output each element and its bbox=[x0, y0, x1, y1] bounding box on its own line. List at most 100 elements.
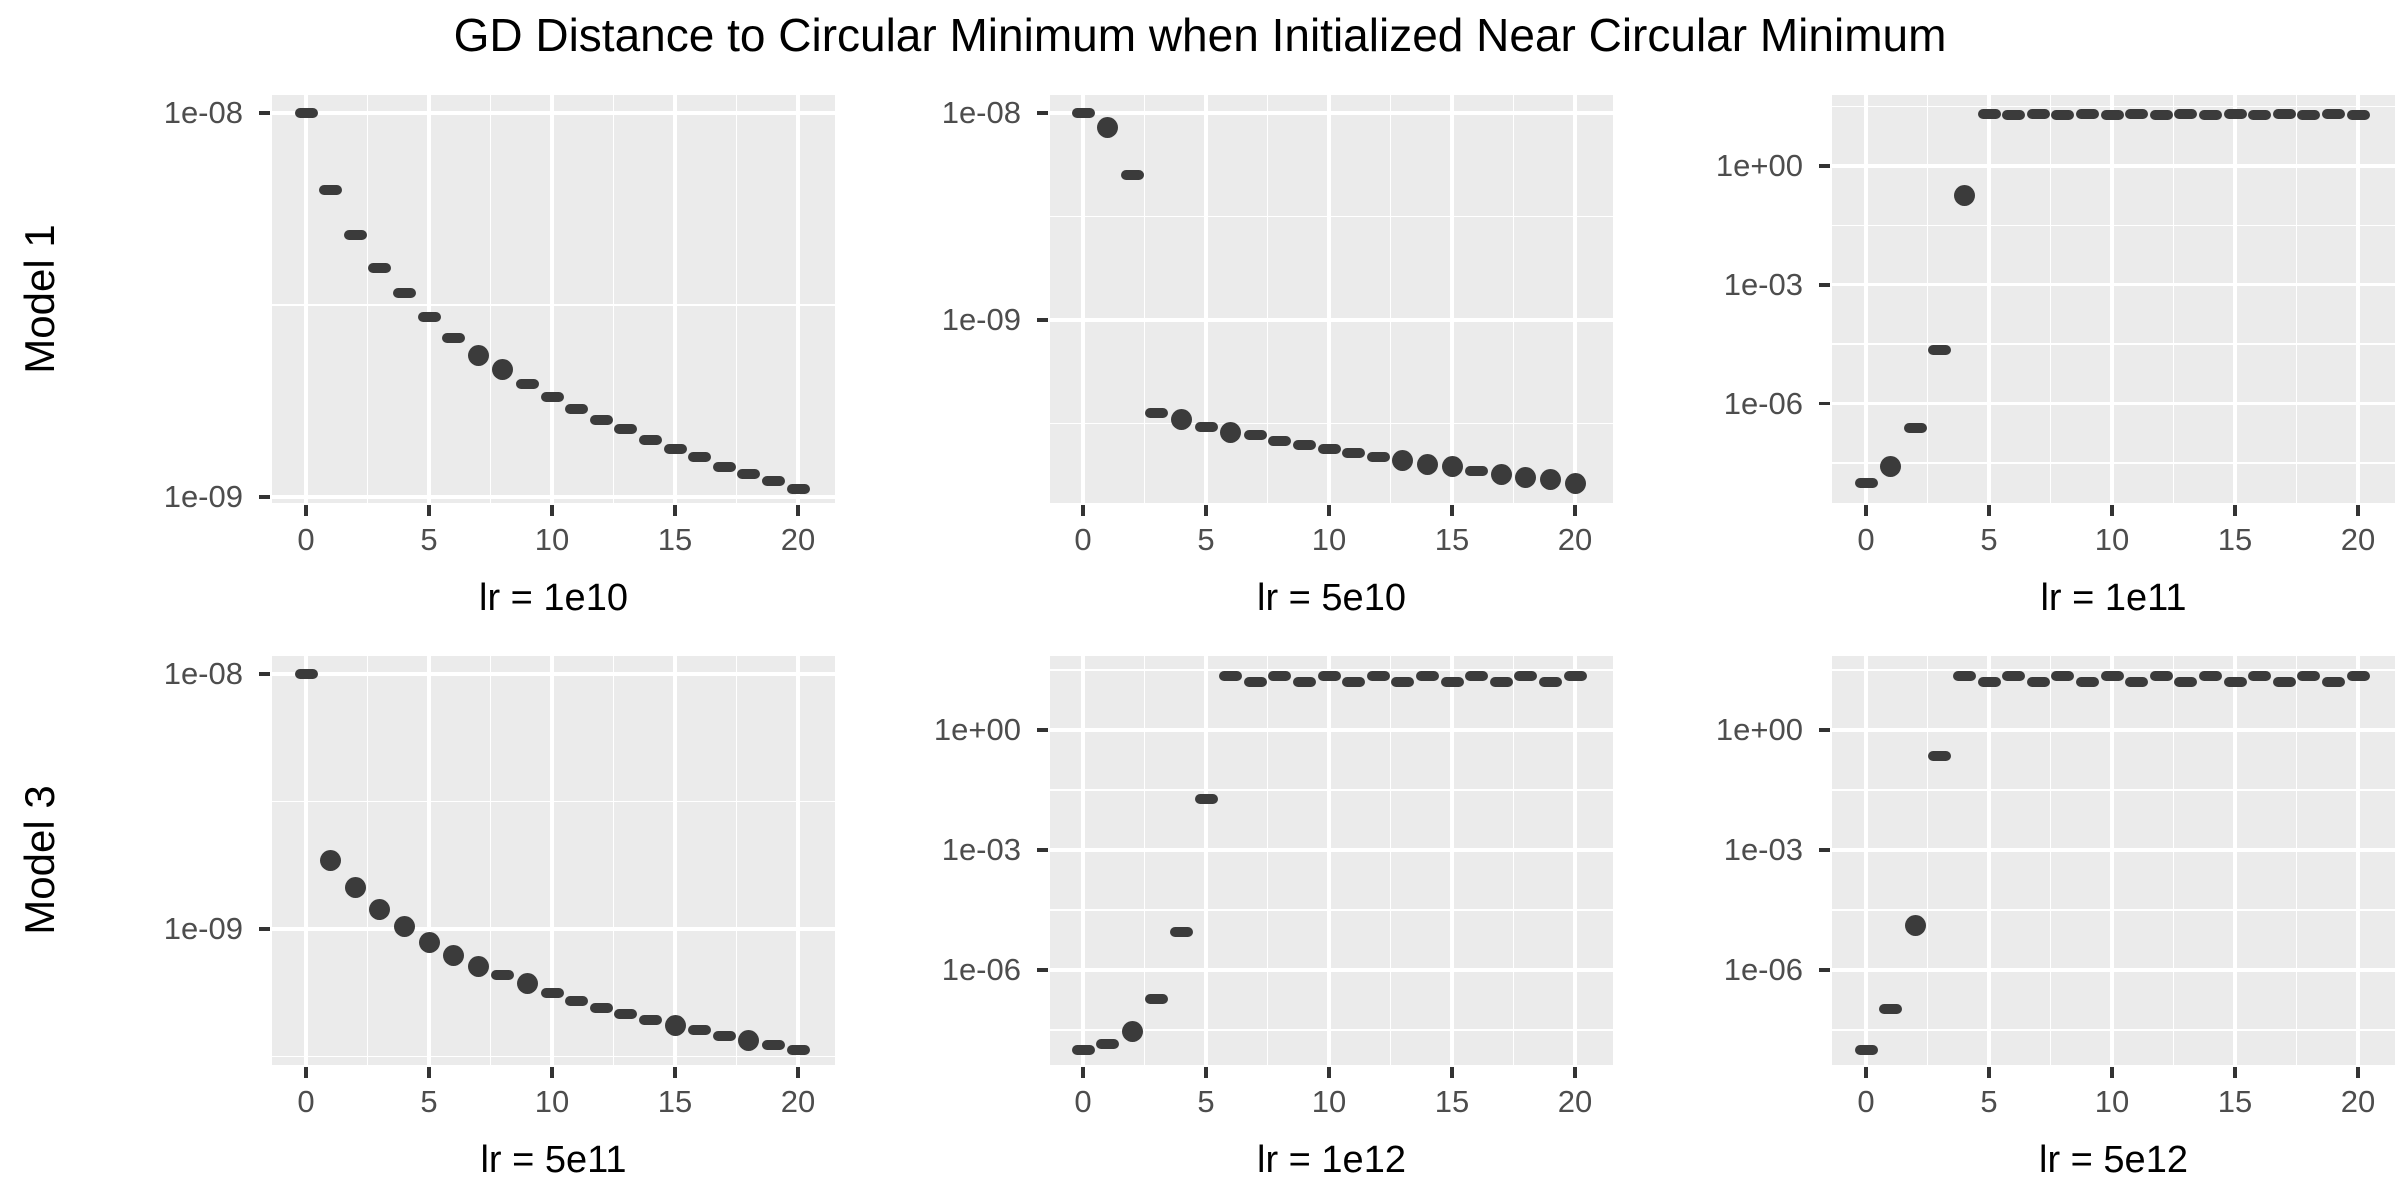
x-axis-tick bbox=[673, 1067, 677, 1078]
data-point bbox=[2125, 676, 2149, 687]
data-point bbox=[1243, 430, 1267, 441]
x-axis-tick-label: 5 bbox=[420, 522, 438, 557]
gridline-y-major bbox=[1832, 848, 2395, 852]
y-axis-tick bbox=[1037, 848, 1048, 852]
gridline-x-minor bbox=[2172, 95, 2175, 503]
data-point bbox=[2149, 671, 2173, 682]
data-point bbox=[1489, 676, 1513, 687]
x-axis-tick-label: 20 bbox=[1557, 1084, 1593, 1119]
gridline-x-minor bbox=[1266, 656, 1269, 1065]
x-axis-tick bbox=[550, 505, 554, 516]
data-point bbox=[392, 287, 416, 298]
data-point bbox=[2051, 109, 2075, 120]
facet-axis-title: lr = 1e12 bbox=[1257, 1139, 1406, 1181]
data-point bbox=[638, 1014, 662, 1025]
data-point bbox=[565, 403, 589, 414]
gridline-x-major bbox=[2233, 95, 2237, 503]
gridline-y-major bbox=[1832, 283, 2395, 287]
facet-axis-title: lr = 5e10 bbox=[1257, 577, 1406, 619]
data-point bbox=[1854, 1045, 1878, 1055]
data-point bbox=[540, 392, 564, 403]
y-axis-tick bbox=[1819, 848, 1830, 852]
data-point bbox=[1879, 1004, 1903, 1015]
gridline-y-minor bbox=[1832, 1029, 2395, 1031]
gridline-y-major bbox=[1050, 848, 1613, 852]
data-point bbox=[1539, 469, 1561, 491]
x-axis-tick bbox=[2233, 1067, 2237, 1078]
gridline-y-minor bbox=[1832, 462, 2395, 464]
data-point bbox=[515, 378, 539, 389]
x-axis-tick-label: 20 bbox=[1557, 522, 1593, 557]
data-point bbox=[565, 996, 589, 1007]
data-point bbox=[417, 311, 441, 322]
x-axis-tick-label: 0 bbox=[1074, 522, 1092, 557]
data-point bbox=[2223, 676, 2247, 687]
gridline-x-minor bbox=[2295, 656, 2298, 1065]
data-point bbox=[1977, 109, 2001, 120]
x-axis-tick bbox=[550, 1067, 554, 1078]
data-point bbox=[738, 1030, 760, 1052]
data-point bbox=[2198, 109, 2222, 120]
data-point bbox=[614, 1008, 638, 1019]
x-axis-tick bbox=[796, 505, 800, 516]
data-point bbox=[2272, 676, 2296, 687]
y-axis-tick bbox=[259, 111, 270, 115]
y-axis-tick bbox=[1819, 164, 1830, 168]
data-point bbox=[638, 434, 662, 445]
gridline-x-major bbox=[427, 656, 431, 1065]
data-point bbox=[343, 230, 367, 241]
gridline-y-major bbox=[272, 927, 835, 931]
data-point bbox=[2026, 109, 2050, 120]
data-point bbox=[1120, 170, 1144, 181]
data-point bbox=[1903, 423, 1927, 434]
gridline-x-major bbox=[427, 95, 431, 503]
data-point bbox=[2075, 676, 2099, 687]
data-point bbox=[2248, 109, 2272, 120]
data-point bbox=[2272, 109, 2296, 120]
gridline-x-minor bbox=[1926, 656, 1929, 1065]
gridline-x-minor bbox=[366, 95, 369, 503]
x-axis-tick bbox=[304, 1067, 308, 1078]
data-point bbox=[1366, 671, 1390, 682]
gridline-x-major bbox=[2233, 656, 2237, 1065]
data-point bbox=[1243, 676, 1267, 687]
x-axis-tick bbox=[1573, 1067, 1577, 1078]
panel-model1-lr1e10 bbox=[272, 95, 835, 503]
data-point bbox=[1220, 422, 1242, 444]
x-axis-tick-label: 20 bbox=[780, 1084, 816, 1119]
gridline-y-minor bbox=[1832, 909, 2395, 911]
x-axis-tick bbox=[2110, 505, 2114, 516]
data-point bbox=[1219, 671, 1243, 682]
x-axis-tick-label: 20 bbox=[780, 522, 816, 557]
gridline-x-major bbox=[673, 95, 677, 503]
data-point bbox=[1170, 409, 1192, 431]
gridline-x-major bbox=[550, 95, 554, 503]
x-axis-tick-label: 10 bbox=[1311, 522, 1347, 557]
y-axis-tick bbox=[1037, 111, 1048, 115]
data-point bbox=[2297, 109, 2321, 120]
x-axis-tick-label: 5 bbox=[1980, 522, 1998, 557]
x-axis-tick bbox=[1204, 1067, 1208, 1078]
gridline-x-minor bbox=[2049, 95, 2052, 503]
data-point bbox=[1268, 671, 1292, 682]
data-point bbox=[492, 358, 514, 380]
y-axis-tick-label: 1e+00 bbox=[1715, 712, 1803, 747]
x-axis-tick-label: 5 bbox=[1197, 522, 1215, 557]
x-axis-tick-label: 0 bbox=[297, 522, 315, 557]
gridline-x-minor bbox=[735, 656, 738, 1065]
gridline-y-minor bbox=[1832, 105, 2395, 108]
data-point bbox=[1194, 793, 1218, 804]
data-point bbox=[2321, 676, 2345, 687]
data-point bbox=[2346, 109, 2370, 120]
data-point bbox=[2223, 109, 2247, 120]
data-point bbox=[1071, 1045, 1095, 1055]
row-label-model-1: Model 1 bbox=[16, 224, 63, 374]
x-axis-tick bbox=[796, 1067, 800, 1078]
data-point bbox=[418, 932, 440, 954]
data-point bbox=[344, 877, 366, 899]
gridline-x-major bbox=[1081, 95, 1085, 503]
gridline-x-minor bbox=[1926, 95, 1929, 503]
data-point bbox=[2075, 109, 2099, 120]
data-point bbox=[2149, 109, 2173, 120]
gridline-x-major bbox=[1864, 95, 1868, 503]
